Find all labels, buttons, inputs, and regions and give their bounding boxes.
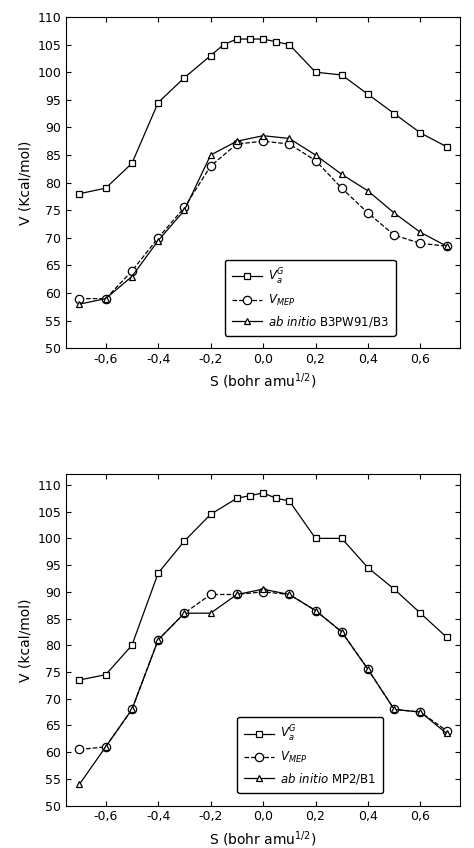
- $V_{MEP}$: [260, 587, 266, 597]
- $V_{MEP}$: [444, 726, 449, 736]
- $V_a^G$: [129, 159, 135, 169]
- $V_{MEP}$: [339, 183, 345, 193]
- $V_{MEP}$: [208, 589, 213, 600]
- $V_a^G$: [444, 632, 449, 642]
- $V_{MEP}$: [339, 627, 345, 637]
- $V_a^G$: [103, 183, 109, 193]
- $V_{MEP}$: [129, 266, 135, 276]
- $V_{MEP}$: [234, 139, 240, 149]
- $V_{MEP}$: [444, 241, 449, 251]
- $V_{MEP}$: [286, 589, 292, 600]
- Y-axis label: V (kcal/mol): V (kcal/mol): [18, 598, 32, 682]
- $V_{MEP}$: [155, 635, 161, 645]
- $V_{MEP}$: [418, 707, 423, 717]
- $V_a^G$: [77, 675, 82, 685]
- $V_a^G$: [234, 34, 240, 44]
- $V_a^G$: [260, 34, 266, 44]
- $V_a^G$: [365, 563, 371, 573]
- $V_a^G$: [221, 40, 227, 50]
- $V_{MEP}$: [77, 293, 82, 304]
- $V_{MEP}$: [313, 155, 319, 165]
- $V_a^G$: [313, 67, 319, 77]
- $V_{MEP}$: [313, 605, 319, 616]
- Y-axis label: V (Kcal/mol): V (Kcal/mol): [18, 141, 32, 225]
- $V_a^G$: [418, 128, 423, 138]
- $V_a^G$: [392, 109, 397, 119]
- $V_a^G$: [182, 73, 187, 83]
- $V_{MEP}$: [182, 608, 187, 618]
- $V_a^G$: [155, 98, 161, 108]
- $V_{MEP}$: [234, 589, 240, 600]
- $V_a^G$: [286, 40, 292, 50]
- $V_{MEP}$: [365, 664, 371, 674]
- $V_a^G$: [273, 36, 279, 47]
- $V_a^G$: [339, 533, 345, 544]
- $V_a^G$: [418, 608, 423, 618]
- $V_a^G$: [247, 490, 253, 500]
- $V_a^G$: [234, 494, 240, 504]
- $V_{MEP}$: [392, 705, 397, 715]
- $V_a^G$: [77, 188, 82, 198]
- Line: $V_a^G$: $V_a^G$: [76, 36, 450, 197]
- Legend: $V_a^G$, $V_{MEP}$, $\it{ab\ initio}$ MP2/B1: $V_a^G$, $V_{MEP}$, $\it{ab\ initio}$ MP…: [237, 717, 383, 793]
- $V_{MEP}$: [365, 208, 371, 218]
- $V_a^G$: [273, 494, 279, 504]
- $V_{MEP}$: [182, 203, 187, 213]
- $V_{MEP}$: [392, 230, 397, 240]
- Line: $V_{MEP}$: $V_{MEP}$: [75, 588, 451, 754]
- $V_a^G$: [103, 670, 109, 680]
- $V_a^G$: [247, 34, 253, 44]
- $V_{MEP}$: [103, 742, 109, 752]
- $V_a^G$: [129, 640, 135, 650]
- Line: $V_{MEP}$: $V_{MEP}$: [75, 137, 451, 303]
- $V_{MEP}$: [418, 238, 423, 248]
- $V_{MEP}$: [129, 705, 135, 715]
- $V_a^G$: [392, 584, 397, 594]
- $V_{MEP}$: [103, 293, 109, 304]
- X-axis label: S (bohr amu$^{1/2}$): S (bohr amu$^{1/2}$): [209, 829, 317, 848]
- $V_a^G$: [286, 496, 292, 506]
- $V_a^G$: [155, 568, 161, 578]
- $V_{MEP}$: [286, 139, 292, 149]
- $V_a^G$: [365, 89, 371, 99]
- $V_a^G$: [208, 510, 213, 520]
- $V_a^G$: [313, 533, 319, 544]
- Line: $V_a^G$: $V_a^G$: [76, 489, 450, 683]
- $V_a^G$: [444, 142, 449, 152]
- $V_{MEP}$: [155, 233, 161, 243]
- $V_a^G$: [208, 51, 213, 61]
- $V_{MEP}$: [260, 137, 266, 147]
- $V_a^G$: [339, 70, 345, 80]
- $V_a^G$: [182, 536, 187, 546]
- $V_{MEP}$: [208, 161, 213, 171]
- $V_{MEP}$: [77, 745, 82, 755]
- X-axis label: S (bohr amu$^{1/2}$): S (bohr amu$^{1/2}$): [209, 371, 317, 391]
- $V_a^G$: [260, 488, 266, 498]
- Legend: $V_a^G$, $V_{MEP}$, $\it{ab\ initio}$ B3PW91/B3: $V_a^G$, $V_{MEP}$, $\it{ab\ initio}$ B3…: [225, 259, 395, 336]
